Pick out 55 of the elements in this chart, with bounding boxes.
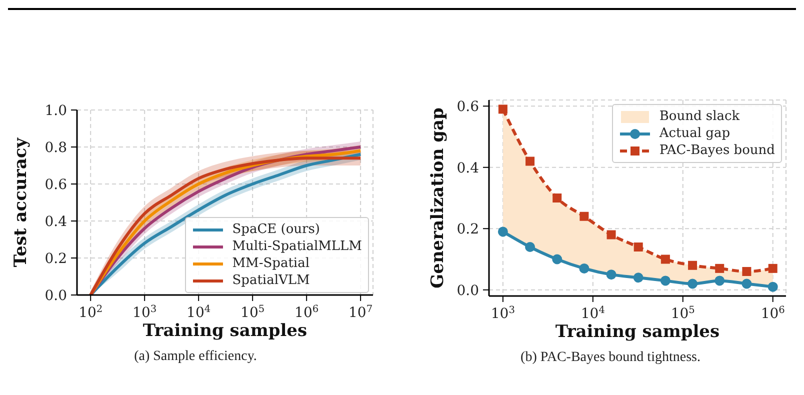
y-tick-label: 0.4: [44, 214, 68, 230]
y-tick-label: 0.2: [456, 222, 479, 238]
point: [552, 254, 562, 264]
y-axis-title: Test accuracy: [11, 136, 31, 268]
y-tick-label: 0.0: [456, 282, 479, 299]
point: [633, 272, 644, 283]
point: [742, 267, 752, 276]
point: [742, 278, 752, 289]
x-axis-title: Training samples: [555, 322, 720, 342]
x-tick-label: 10$^{2}$: [78, 304, 103, 321]
point: [498, 226, 508, 237]
text: (b) PAC-Bayes bound tightness.: [520, 350, 702, 366]
point: [525, 242, 536, 252]
point: [660, 276, 670, 286]
point: [498, 104, 508, 114]
x-tick-label: 10$^{3}$: [490, 304, 515, 322]
y-tick-label: 0.4: [456, 160, 480, 176]
point: [768, 264, 778, 273]
point: [768, 282, 778, 292]
x-tick-label: 10$^{6}$: [760, 304, 785, 322]
legend-label: MM-Spatial: [232, 256, 310, 271]
x-tick-label: 10$^{6}$: [294, 304, 319, 321]
x-axis-title: Training samples: [142, 321, 308, 341]
x-tick-label: 10$^{7}$: [348, 304, 373, 321]
x-tick-label: 10$^{3}$: [132, 304, 157, 321]
y-tick-label: 0.0: [44, 288, 67, 304]
x-tick-label: 10$^{5}$: [670, 304, 695, 322]
legend-label: PAC-Bayes bound: [659, 143, 775, 158]
y-tick-label: 0.8: [44, 140, 67, 156]
y-tick-label: 0.6: [456, 99, 480, 116]
y-tick-label: 0.6: [44, 177, 68, 193]
point: [579, 263, 590, 274]
point: [660, 254, 670, 264]
point: [580, 212, 589, 221]
point: [606, 270, 616, 280]
text: (a) Sample efficiency.: [133, 349, 258, 365]
point: [606, 230, 616, 240]
legend-label: Bound slack: [659, 109, 740, 124]
point: [634, 242, 643, 252]
point: [552, 194, 562, 202]
legend-label: Multi-SpatialMLLM: [232, 239, 362, 254]
y-tick-label: 1.0: [44, 103, 67, 119]
point: [714, 276, 725, 286]
x-tick-label: 10$^{5}$: [240, 304, 265, 321]
legend-label: SpaCE (ours): [232, 222, 320, 237]
point: [688, 278, 698, 289]
x-tick-label: 10$^{4}$: [186, 304, 211, 321]
point: [526, 156, 535, 166]
legend-label: Actual gap: [659, 126, 730, 141]
legend-label: SpatialVLM: [232, 273, 310, 288]
point: [715, 264, 724, 273]
y-axis-title: Generalization gap: [428, 108, 448, 288]
point: [688, 260, 698, 270]
x-tick-label: 10$^{4}$: [580, 304, 605, 322]
y-tick-label: 0.2: [44, 251, 67, 267]
